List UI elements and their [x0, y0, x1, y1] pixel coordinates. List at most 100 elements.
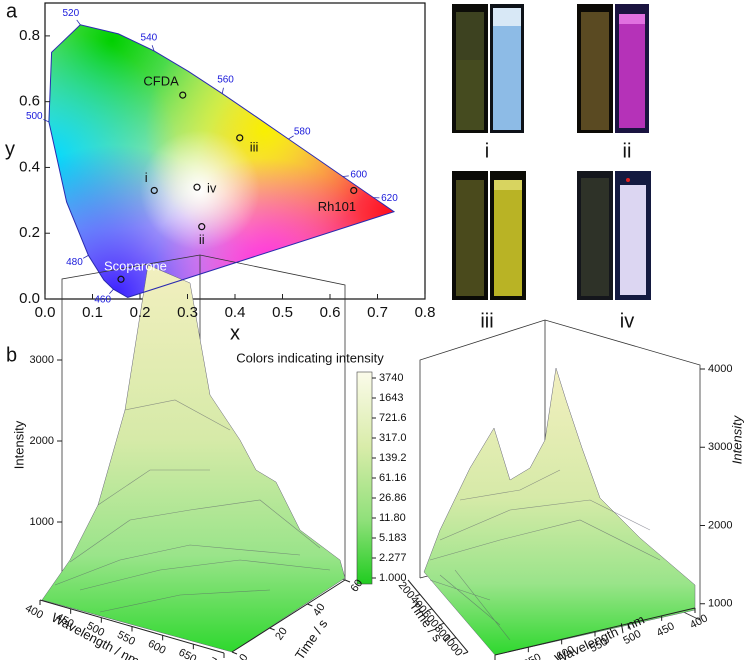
data-point: [193, 183, 201, 191]
y-tick-label: 450: [655, 620, 677, 639]
y-tick-mark: [307, 603, 313, 607]
y-tick-mark: [231, 651, 238, 655]
z-tick-label: 2000: [708, 519, 732, 531]
colorbar-label: 139.2: [379, 452, 407, 464]
x-tick-label: 0.7: [367, 304, 388, 321]
x-tick-mark: [462, 651, 469, 655]
y-tick-label: 650: [521, 651, 543, 660]
z-tick-label: 1000: [30, 516, 54, 528]
wavelength-label: 620: [381, 193, 398, 204]
x-tick-label: 0.8: [415, 304, 436, 321]
data-point: [350, 186, 358, 195]
data-point: [179, 91, 187, 99]
y-tick-label: 400: [688, 612, 710, 631]
x-tick-mark: [414, 593, 421, 597]
point-label: iv: [207, 181, 217, 196]
x-tick-label: 650: [176, 646, 198, 660]
y-tick-label: 0.0: [19, 290, 40, 307]
x-tick-mark: [438, 622, 445, 626]
x-tick-label: 0.6: [320, 304, 341, 321]
colorbar-label: 26.86: [379, 492, 407, 504]
x-tick-label: 0.0: [35, 304, 56, 321]
locus-tick: [221, 87, 224, 94]
x-tick-label: 0.1: [82, 304, 103, 321]
wavelength-label: 540: [141, 32, 158, 43]
y-tick-label: 60: [348, 577, 365, 594]
x-tick-label: 0.3: [177, 304, 198, 321]
axis-title: Intensity: [729, 414, 744, 464]
axis-title: Intensity: [11, 420, 26, 469]
surface-left: [41, 254, 346, 653]
y-tick-mark: [269, 627, 275, 631]
y-tick-label: 0: [237, 652, 250, 660]
locus-tick: [109, 288, 114, 294]
point-label: ii: [199, 232, 205, 247]
axis-line: [407, 579, 469, 653]
data-point: [198, 223, 206, 231]
wavelength-label: 560: [217, 75, 234, 86]
z-tick-label: 3000: [30, 354, 54, 366]
x-axis-title: x: [230, 322, 240, 344]
x-tick-mark: [450, 637, 457, 641]
locus-tick: [76, 19, 81, 26]
photo-label: iii: [480, 310, 493, 332]
surface-right: [419, 319, 701, 656]
locus-tick: [342, 175, 349, 177]
colorbar-label: 2.277: [379, 552, 407, 564]
y-axis-title: y: [5, 138, 15, 160]
x-tick-mark: [426, 608, 433, 612]
colorbar-label: 61.16: [379, 472, 407, 484]
colorbar-label: 11.80: [379, 512, 406, 524]
y-tick-label: 0.2: [19, 224, 40, 241]
panel-label: a: [6, 0, 18, 22]
point-label: Scoparone: [104, 259, 167, 274]
colorbar-label: 721.6: [379, 412, 407, 424]
wavelength-label: 480: [66, 257, 83, 268]
colorbar: [356, 371, 373, 585]
x-tick-label: 0.4: [225, 304, 246, 321]
x-tick-label: 400: [23, 602, 45, 621]
colorbar-title: Colors indicating intensity: [236, 350, 384, 365]
colorbar-label: 1643: [379, 392, 403, 404]
data-point: [117, 275, 125, 283]
y-tick-label: 40: [311, 601, 328, 618]
photo-label: i: [485, 140, 489, 162]
wavelength-label: 520: [62, 8, 79, 19]
colorbar-label: 5.183: [379, 532, 407, 544]
y-tick-label: 0.4: [19, 158, 40, 175]
data-point: [236, 134, 244, 142]
axis-title: Time / s: [292, 616, 331, 660]
colorbar-label: 3740: [379, 372, 403, 384]
x-tick-label: 0.2: [130, 304, 151, 321]
y-tick-mark: [344, 579, 351, 583]
photo-label: iv: [620, 310, 634, 332]
point-label: Rh101: [318, 199, 356, 214]
z-tick-label: 2000: [30, 435, 54, 447]
point-label: i: [145, 170, 148, 185]
data-point: [150, 186, 158, 195]
y-tick-label: 20: [273, 625, 290, 642]
y-tick-label: 0.6: [19, 93, 40, 110]
x-tick-label: 0.5: [272, 304, 293, 321]
z-tick-label: 3000: [708, 441, 732, 453]
locus-tick: [151, 45, 155, 52]
axis-line: [231, 579, 346, 653]
colorbar-label: 317.0: [379, 432, 407, 444]
z-tick-label: 1000: [708, 598, 732, 610]
wavelength-label: 580: [294, 126, 311, 137]
photo-panel: [452, 4, 651, 300]
locus-tick: [43, 119, 50, 123]
wavelength-label: 600: [350, 170, 367, 181]
locus-tick: [288, 135, 294, 140]
locus-tick: [82, 255, 89, 259]
panel-label: b: [6, 344, 17, 366]
point-label: iii: [250, 139, 259, 154]
y-tick-label: 0.8: [19, 27, 40, 44]
point-label: CFDA: [143, 74, 179, 89]
wavelength-label: 500: [26, 111, 43, 122]
wavelength-label: 460: [94, 294, 111, 305]
z-tick-label: 4000: [708, 363, 732, 375]
x-tick-label: 700: [207, 655, 229, 660]
